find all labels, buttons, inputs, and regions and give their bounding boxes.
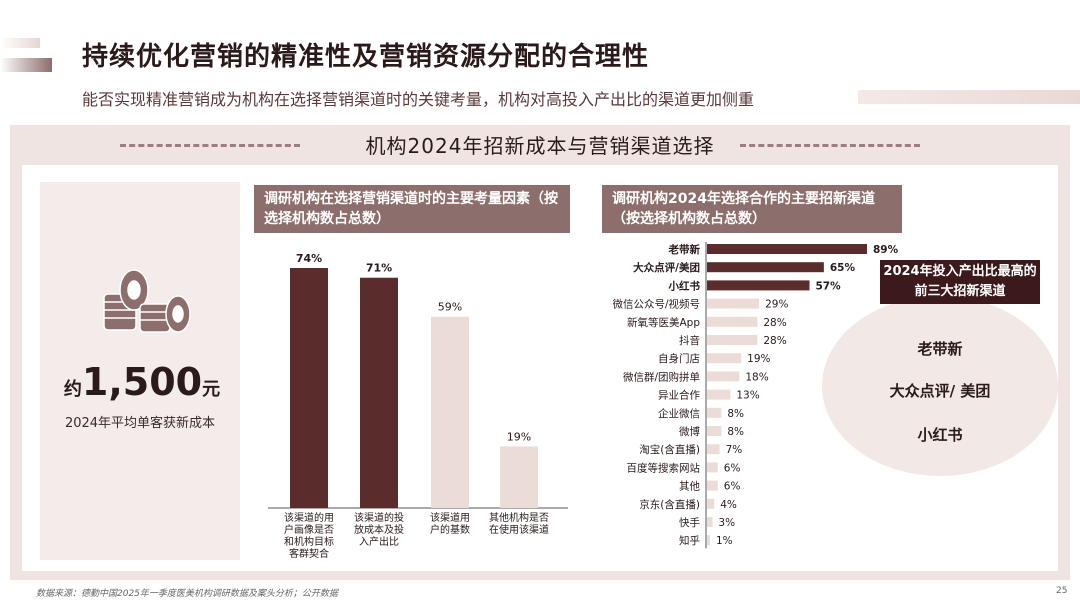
- y-tick-label: 抖音: [679, 334, 700, 347]
- bar-value-label: 65%: [830, 262, 856, 274]
- bar-value-label: 19%: [507, 430, 531, 443]
- bar: [707, 480, 718, 491]
- bar: [360, 277, 398, 508]
- y-tick-label: 微博: [679, 425, 700, 438]
- bar: [707, 444, 720, 455]
- source-note: 数据来源：德勤中国2025年一季度医美机构调研数据及案头分析；公开数据: [36, 589, 338, 599]
- decor-bar: [0, 58, 52, 72]
- bar-value-label: 3%: [718, 517, 735, 529]
- bar: [707, 244, 867, 254]
- y-tick-label: 新氧等医美App: [627, 316, 700, 329]
- bar: [500, 446, 538, 508]
- y-tick-label: 知乎: [679, 534, 700, 547]
- bar-value-label: 7%: [726, 444, 743, 456]
- y-tick-label: 异业合作: [658, 389, 700, 402]
- y-tick-label: 老带新: [668, 243, 701, 256]
- x-tick-label: 该渠道的投: [354, 511, 404, 524]
- x-tick-label: 户画像是否: [284, 523, 334, 536]
- x-tick-label: 在使用该渠道: [489, 523, 549, 536]
- bar: [707, 535, 710, 546]
- bar: [707, 389, 731, 400]
- decor-bar-top: [0, 38, 40, 48]
- y-tick-label: 淘宝(含直播): [639, 443, 700, 456]
- y-tick-label: 快手: [679, 516, 700, 529]
- bar-value-label: 8%: [727, 426, 744, 438]
- x-tick-label: 该渠道的用: [284, 511, 334, 524]
- middle-chart-header: 调研机构在选择营销渠道时的主要考量因素（按选择机构数占总数）: [254, 185, 570, 233]
- bar: [431, 316, 469, 508]
- cost-number: 1,500: [81, 360, 203, 404]
- cost-label: 2024年平均单客获新成本: [64, 416, 216, 431]
- bar-value-label: 28%: [763, 335, 786, 347]
- page-title: 持续优化营销的精准性及营销资源分配的合理性: [82, 42, 650, 72]
- bar: [707, 335, 758, 345]
- bar-value-label: 29%: [765, 299, 788, 311]
- bar-value-label: 1%: [716, 535, 733, 547]
- bar: [707, 407, 722, 418]
- bar-value-label: 6%: [724, 481, 741, 493]
- y-tick-label: 百度等搜索网站: [627, 461, 701, 474]
- top3-item: 老带新: [917, 340, 963, 358]
- bar: [707, 426, 722, 436]
- x-tick-label: 入产出比: [359, 535, 399, 548]
- y-tick-label: 大众点评/美团: [633, 261, 700, 274]
- page-subtitle: 能否实现精准营销成为机构在选择营销渠道时的关键考量，机构对高投入产出比的渠道更加…: [82, 90, 755, 109]
- x-tick-label: 其他机构是否: [489, 511, 549, 524]
- bar-value-label: 71%: [366, 262, 392, 275]
- y-tick-label: 微信公众号/视频号: [612, 298, 700, 311]
- x-tick-label: 户的基数: [430, 523, 470, 536]
- bar: [707, 517, 713, 527]
- x-tick-label: 该渠道用: [430, 511, 470, 524]
- bar-value-label: 57%: [815, 280, 841, 292]
- bar-value-label: 89%: [873, 244, 899, 256]
- section-divider-left: [120, 144, 300, 147]
- top3-item: 大众点评/ 美团: [889, 382, 991, 400]
- bar-value-label: 28%: [763, 317, 786, 329]
- y-tick-label: 企业微信: [658, 407, 700, 420]
- bar: [707, 298, 760, 309]
- decor-band: [858, 90, 1080, 104]
- section-title: 机构2024年招新成本与营销渠道选择: [365, 134, 715, 158]
- bar: [707, 280, 810, 291]
- bar-value-label: 13%: [736, 390, 759, 402]
- coins-icon: [103, 269, 191, 333]
- section-divider-right: [740, 144, 920, 147]
- top3-title: 2024年投入产出比最高的前三大招新渠道: [880, 260, 1040, 304]
- cost-card: [40, 182, 240, 560]
- bar: [707, 462, 718, 473]
- cost-suffix: 元: [202, 379, 221, 400]
- y-tick-label: 微信群/团购拼单: [623, 370, 700, 383]
- bar: [707, 316, 758, 327]
- x-tick-label: 和机构目标: [284, 535, 334, 548]
- top3-item: 小红书: [917, 426, 963, 444]
- x-tick-label: 放成本及投: [354, 523, 404, 536]
- bar: [707, 262, 824, 273]
- bar-value-label: 4%: [720, 499, 737, 511]
- bar-value-label: 18%: [745, 371, 768, 383]
- bar: [707, 353, 742, 364]
- x-tick-label: 客群契合: [289, 547, 329, 560]
- y-tick-label: 小红书: [668, 279, 701, 292]
- bar-value-label: 19%: [747, 353, 770, 365]
- y-tick-label: 自身门店: [658, 352, 700, 365]
- top3-ellipse: [822, 296, 1058, 476]
- cost-prefix: 约: [63, 379, 82, 400]
- bar: [707, 498, 715, 509]
- y-tick-label: 京东(含直播): [639, 498, 700, 511]
- bar-value-label: 74%: [296, 252, 322, 265]
- page-number: 25: [1056, 586, 1068, 596]
- bar-value-label: 6%: [724, 462, 741, 474]
- bar: [290, 268, 328, 508]
- right-chart-header: 调研机构2024年选择合作的主要招新渠道（按选择机构数占总数）: [602, 185, 902, 233]
- bar: [707, 371, 740, 382]
- bar-value-label: 59%: [438, 301, 462, 314]
- bar-value-label: 8%: [727, 408, 744, 420]
- y-tick-label: 其他: [679, 480, 700, 493]
- cost-value: 约1,500元: [52, 360, 232, 404]
